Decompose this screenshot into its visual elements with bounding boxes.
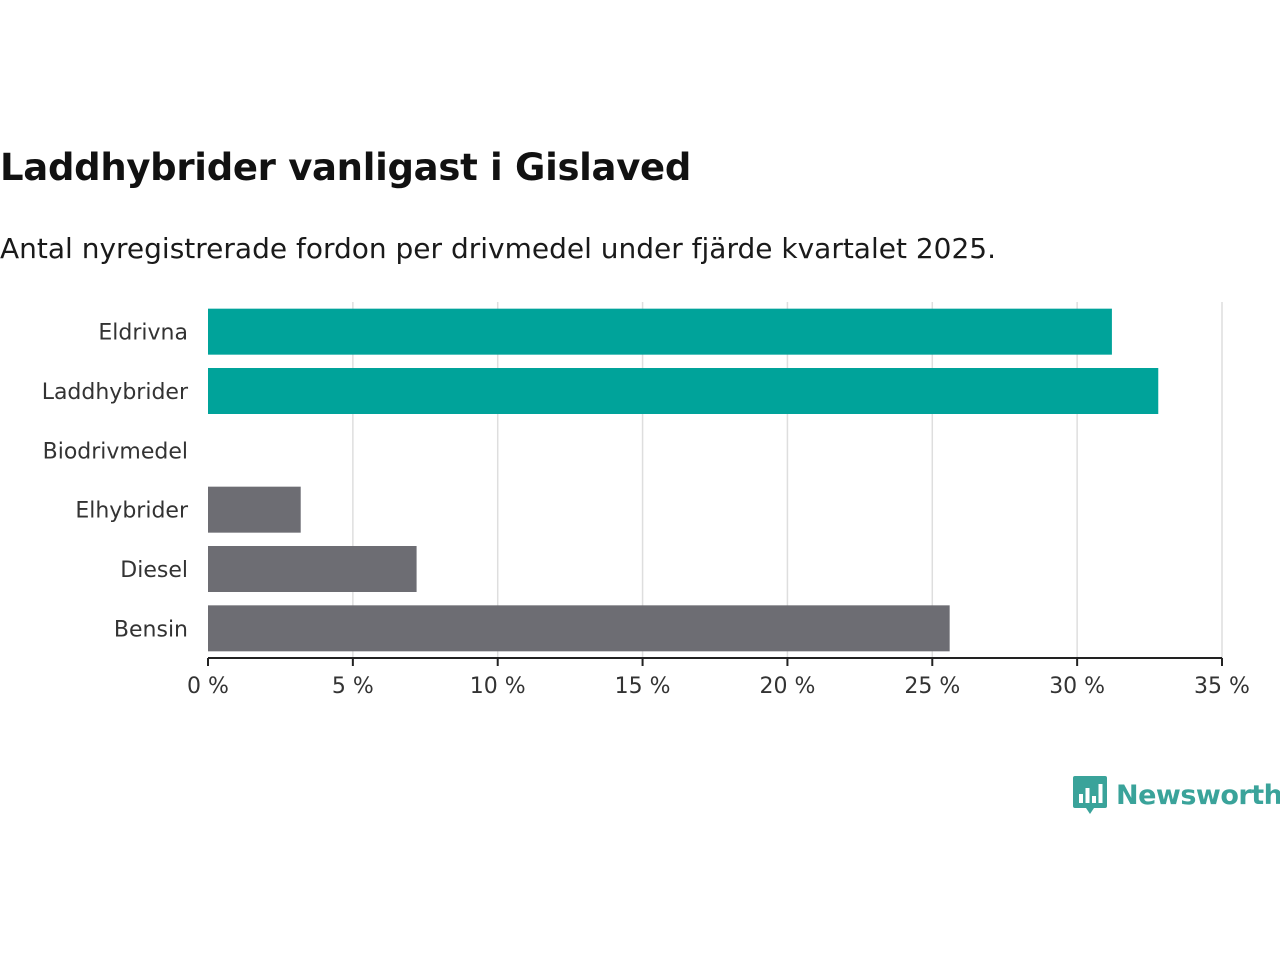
x-tick-label: 10 % — [470, 674, 526, 699]
category-label: Elhybrider — [75, 499, 189, 524]
bar-laddhybrider — [208, 368, 1159, 414]
bar-elhybrider — [208, 486, 301, 533]
category-label: Biodrivmedel — [43, 439, 188, 464]
bar-bensin — [208, 605, 950, 652]
bar-chart-speech-bubble-icon — [1073, 776, 1107, 814]
bar-diesel — [208, 546, 417, 592]
category-label: Eldrivna — [98, 321, 188, 346]
x-tick-label: 15 % — [615, 674, 671, 699]
x-tick-label: 0 % — [187, 674, 229, 699]
chart-subtitle: Antal nyregistrerade fordon per drivmede… — [0, 232, 997, 265]
brand-name: Newsworthy — [1116, 779, 1280, 811]
category-label: Bensin — [114, 617, 188, 642]
x-tick-label: 20 % — [759, 674, 815, 699]
brand-logo: Newsworthy — [1072, 774, 1280, 816]
bar-chart: Eldrivna Laddhybrider Biodrivmedel Elhybrid… — [42, 302, 1250, 699]
bar-eldrivna — [208, 308, 1112, 355]
x-tick-label: 5 % — [332, 674, 374, 699]
chart-title: Laddhybrider vanligast i Gislaved — [0, 146, 692, 189]
category-label: Diesel — [120, 558, 188, 583]
x-tick-label: 30 % — [1049, 674, 1105, 699]
category-label: Laddhybrider — [42, 380, 189, 405]
x-tick-label: 35 % — [1194, 674, 1250, 699]
x-tick-label: 25 % — [904, 674, 960, 699]
